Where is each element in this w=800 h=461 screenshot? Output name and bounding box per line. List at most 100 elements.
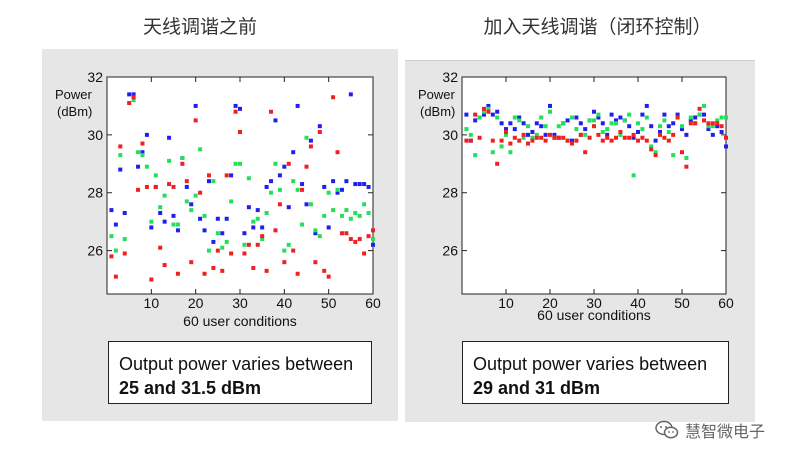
data-point <box>184 179 189 184</box>
watermark-text: 慧智微电子 <box>685 422 766 441</box>
x-tick-label: 10 <box>498 295 514 311</box>
data-point <box>583 132 588 137</box>
data-point <box>313 231 318 236</box>
data-point <box>653 138 658 143</box>
data-point <box>526 141 530 146</box>
data-point <box>144 184 149 189</box>
data-point <box>495 161 500 166</box>
data-point <box>167 182 172 187</box>
data-point <box>251 219 256 224</box>
data-point <box>587 118 592 123</box>
data-point <box>688 115 693 120</box>
data-point <box>251 225 256 230</box>
data-point <box>622 118 627 123</box>
data-point <box>322 213 327 218</box>
data-point <box>724 115 728 120</box>
data-point <box>109 208 114 213</box>
data-point <box>693 121 698 126</box>
data-point <box>189 208 194 213</box>
data-point <box>578 132 583 137</box>
data-point <box>131 92 136 97</box>
data-point <box>666 129 671 134</box>
data-point <box>171 213 176 218</box>
data-point <box>473 153 478 158</box>
data-point <box>202 271 207 276</box>
data-point <box>251 265 256 270</box>
data-point <box>618 132 623 137</box>
data-point <box>556 135 561 140</box>
data-point <box>229 199 234 204</box>
data-point <box>490 138 495 143</box>
data-point <box>504 132 508 137</box>
data-point <box>326 274 331 279</box>
data-point <box>671 153 676 158</box>
data-point <box>291 150 296 155</box>
data-point <box>578 121 583 126</box>
data-point <box>609 138 614 143</box>
data-point <box>149 225 154 230</box>
data-point <box>304 164 309 169</box>
data-point <box>706 121 711 126</box>
data-point <box>583 127 588 132</box>
data-point <box>539 124 544 129</box>
data-point <box>666 124 671 129</box>
data-point <box>242 231 247 236</box>
data-point <box>499 144 504 149</box>
data-point <box>486 103 491 108</box>
data-point <box>662 118 667 123</box>
data-point <box>614 135 618 140</box>
data-point <box>649 147 654 152</box>
data-point <box>109 234 114 239</box>
data-point <box>184 184 189 189</box>
data-point <box>175 228 180 233</box>
data-point <box>140 153 145 158</box>
data-point <box>508 150 513 155</box>
data-point <box>229 173 234 178</box>
data-point <box>605 135 610 140</box>
x-axis-label: 60 user conditions <box>537 307 651 323</box>
data-point <box>508 121 513 126</box>
data-point <box>171 184 176 189</box>
data-point <box>269 179 274 184</box>
data-point <box>308 144 313 149</box>
data-point <box>238 161 242 166</box>
data-point <box>264 268 269 273</box>
data-point <box>211 265 216 270</box>
data-point <box>175 271 180 276</box>
data-point <box>233 103 238 108</box>
data-point <box>636 129 640 134</box>
data-point <box>291 248 296 253</box>
data-point <box>680 150 684 155</box>
data-point <box>246 242 251 247</box>
data-point <box>724 135 728 140</box>
data-point <box>644 115 649 120</box>
data-point <box>715 121 720 126</box>
data-point <box>662 135 667 140</box>
x-tick-label: 20 <box>188 295 204 311</box>
data-point <box>675 112 680 117</box>
x-tick-label: 40 <box>277 295 293 311</box>
data-point <box>526 124 530 129</box>
data-point <box>666 138 671 143</box>
data-point <box>184 199 189 204</box>
data-point <box>362 202 367 207</box>
heading-before-tuning: 天线调谐之前 <box>142 16 257 38</box>
data-point <box>548 103 552 108</box>
data-point <box>238 106 242 111</box>
data-point <box>556 124 561 129</box>
y-tick-label: 26 <box>442 243 458 259</box>
data-point <box>269 190 274 195</box>
data-point <box>313 228 318 233</box>
data-point <box>335 190 340 195</box>
data-point <box>552 132 557 137</box>
data-point <box>215 248 220 253</box>
data-point <box>596 115 601 120</box>
data-point <box>517 138 522 143</box>
data-point <box>273 118 278 123</box>
data-point <box>658 129 662 134</box>
data-point <box>715 124 720 129</box>
data-point <box>570 115 574 120</box>
data-point <box>286 242 291 247</box>
data-point <box>260 225 265 230</box>
